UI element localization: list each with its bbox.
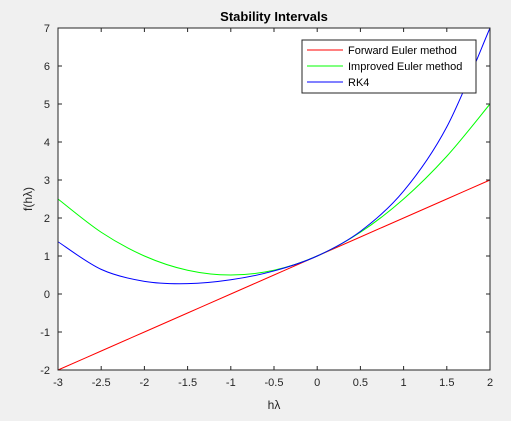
legend-label-improved-euler: Improved Euler method [348, 61, 462, 73]
legend-label-forward-euler: Forward Euler method [348, 45, 457, 57]
y-tick-label: 2 [44, 213, 50, 225]
y-axis-label: f(hλ) [21, 187, 35, 211]
x-axis-label: hλ [268, 398, 281, 412]
x-tick-label: -0.5 [265, 377, 284, 389]
x-tick-label: -2.5 [92, 377, 111, 389]
series-line-forward-euler [57, 179, 491, 371]
y-tick-label: 7 [44, 23, 50, 35]
legend-label-rk4: RK4 [348, 77, 369, 89]
series-line-improved-euler [57, 103, 491, 276]
x-tick-label: -1 [226, 377, 236, 389]
x-tick-label: 2 [487, 377, 493, 389]
y-tick-label: -1 [40, 327, 50, 339]
x-tick-label: 0 [314, 377, 320, 389]
y-tick-label: 1 [44, 251, 50, 263]
x-tick-label: -1.5 [178, 377, 197, 389]
series-layer [57, 27, 491, 371]
x-tick-label: -2 [140, 377, 150, 389]
y-tick-label: 5 [44, 99, 50, 111]
y-tick-label: 4 [44, 137, 50, 149]
tick-layer: -3 -2.5 -2 -1.5 -1 -0.5 0 0.5 1 1.5 2 -2 -1 0 1 2 3 4 5 6 7 [40, 23, 493, 389]
x-tick-label: 1 [401, 377, 407, 389]
legend: Forward Euler method Improved Euler meth… [301, 39, 477, 94]
x-tick-label: 0.5 [353, 377, 368, 389]
x-tick-label: -3 [53, 377, 63, 389]
y-tick-label: 6 [44, 61, 50, 73]
series-line-rk4 [57, 27, 491, 285]
y-tick-label: 0 [44, 289, 50, 301]
y-tick-label: 3 [44, 175, 50, 187]
chart-title: Stability Intervals [220, 9, 328, 24]
y-tick-label: -2 [40, 365, 50, 377]
x-tick-label: 1.5 [439, 377, 454, 389]
